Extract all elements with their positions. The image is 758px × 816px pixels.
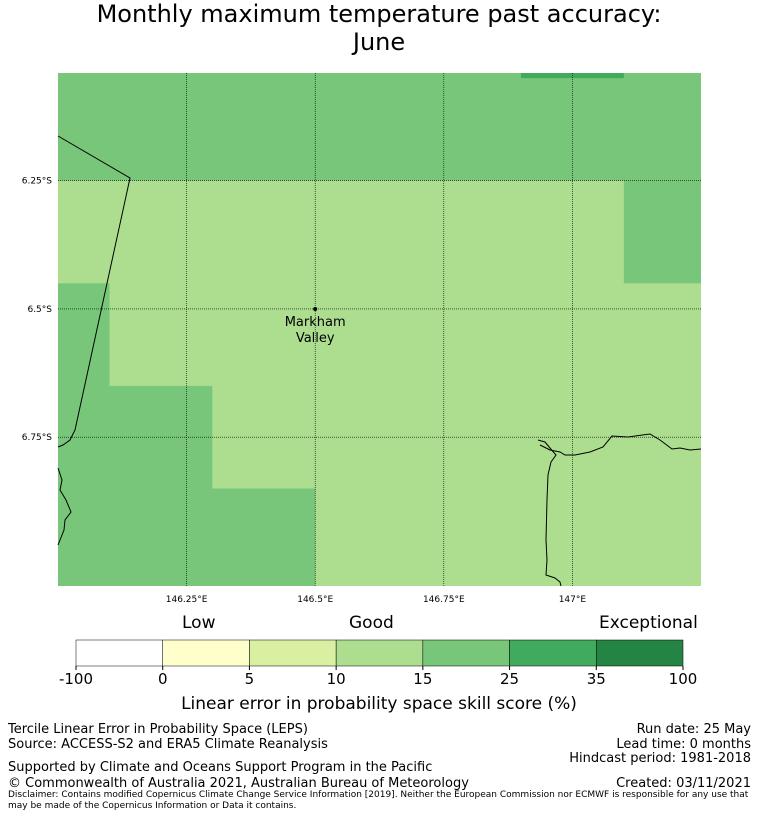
colorbar-tick-label-2: 5 bbox=[245, 670, 255, 688]
category-low: Low bbox=[182, 613, 216, 633]
map-figure: 146.25°E 146.5°E 146.75°E 147°E 6.25°S 6.5°S 6… bbox=[22, 73, 702, 688]
colorbar-tick-label-3: 10 bbox=[327, 670, 346, 688]
place-marker: Markham Valley bbox=[285, 306, 346, 346]
colorbar-tick-label-6: 35 bbox=[587, 670, 606, 688]
coastline bbox=[57, 135, 702, 587]
title-line-2: June bbox=[352, 28, 406, 56]
gridlines bbox=[58, 73, 701, 586]
place-name-line-2: Valley bbox=[296, 331, 335, 346]
colorbar-title: Linear error in probability space skill … bbox=[181, 694, 577, 714]
footer-created: Created: 03/11/2021 bbox=[616, 776, 751, 791]
footer-support: Supported by Climate and Oceans Support … bbox=[8, 760, 433, 775]
lon-label-2: 146.75°E bbox=[423, 595, 465, 605]
footer-hindcast: Hindcast period: 1981-2018 bbox=[569, 751, 751, 766]
colorbar-tick-label-5: 25 bbox=[500, 670, 519, 688]
skill-cell-3 bbox=[58, 283, 110, 386]
lon-label-0: 146.25°E bbox=[166, 595, 208, 605]
footer-leps: Tercile Linear Error in Probability Spac… bbox=[8, 722, 308, 737]
colorbar-tick-label-7: 100 bbox=[669, 670, 698, 688]
colorbar-ticks: -100 0 5 10 15 25 35 100 bbox=[59, 666, 697, 688]
footer-lead-time: Lead time: 0 months bbox=[616, 737, 751, 752]
place-dot bbox=[313, 306, 318, 311]
lon-label-1: 146.5°E bbox=[297, 595, 333, 605]
colorbar-segment-3 bbox=[335, 639, 424, 667]
colorbar bbox=[75, 639, 684, 667]
skill-cells bbox=[58, 73, 701, 587]
lat-label-0: 6.25°S bbox=[22, 177, 53, 187]
skill-cell-2 bbox=[623, 180, 701, 284]
coastline-east bbox=[537, 433, 702, 587]
chart-title: Monthly maximum temperature past accurac… bbox=[0, 0, 758, 56]
colorbar-segment-5 bbox=[509, 639, 597, 667]
colorbar-segment-4 bbox=[422, 639, 510, 667]
colorbar-segment-6 bbox=[596, 639, 684, 667]
colorbar-tick-label-4: 15 bbox=[413, 670, 432, 688]
colorbar-tick-label-1: 0 bbox=[158, 670, 168, 688]
skill-cell-0 bbox=[58, 73, 701, 181]
title-line-1: Monthly maximum temperature past accurac… bbox=[96, 0, 662, 28]
footer-source: Source: ACCESS-S2 and ERA5 Climate Reana… bbox=[8, 737, 328, 752]
lon-label-3: 147°E bbox=[559, 595, 587, 605]
colorbar-segment-1 bbox=[162, 639, 250, 667]
colorbar-segment-2 bbox=[249, 639, 337, 667]
colorbar-segment-0 bbox=[75, 639, 163, 667]
category-good: Good bbox=[349, 613, 394, 633]
colorbar-tick-label-0: -100 bbox=[59, 670, 93, 688]
footer-copyright: © Commonwealth of Australia 2021, Austra… bbox=[8, 776, 469, 791]
lat-label-2: 6.75°S bbox=[22, 433, 53, 443]
category-exceptional: Exceptional bbox=[599, 613, 698, 633]
lat-label-1: 6.5°S bbox=[27, 305, 52, 315]
footer-disclaimer: Disclaimer: Contains modified Copernicus… bbox=[8, 790, 749, 811]
coastline-west bbox=[57, 135, 131, 546]
footer-run-date: Run date: 25 May bbox=[636, 722, 751, 737]
place-name-line-1: Markham bbox=[285, 315, 346, 330]
axis-labels: 146.25°E 146.5°E 146.75°E 147°E 6.25°S 6.5°S 6… bbox=[22, 177, 587, 605]
